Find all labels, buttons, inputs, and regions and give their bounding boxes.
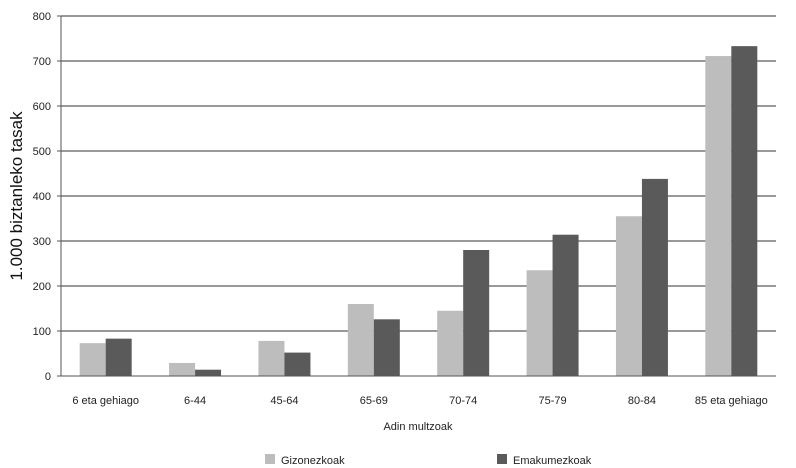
x-category-label: 6-44 [184,395,206,407]
x-category-label: 45-64 [270,395,298,407]
y-axis-ticks: 0 100 200 300 400 500 600 700 800 [33,11,61,383]
legend-label: Gizonezkoak [281,455,345,467]
y-tick-label: 500 [33,146,51,158]
bar-gizonezkoak [258,340,285,376]
bar-emakumezkoak [641,178,668,376]
bar-emakumezkoak [463,250,490,376]
bar-emakumezkoak [195,369,222,376]
axes [60,16,776,377]
bar-emakumezkoak [105,338,132,376]
y-tick-label: 600 [33,101,51,113]
y-tick-label: 800 [33,11,51,23]
bar-gizonezkoak [169,362,196,376]
bar-gizonezkoak [79,343,106,376]
y-tick-label: 700 [33,56,51,68]
x-category-label: 75-79 [538,395,566,407]
x-axis-title: Adin multzoak [383,421,453,433]
bar-emakumezkoak [552,234,579,376]
bars [79,46,758,377]
y-tick-label: 400 [33,191,51,203]
y-tick-label: 300 [33,236,51,248]
bar-emakumezkoak [373,319,400,376]
y-axis-title: 1.000 biztanleko tasak [7,111,26,281]
bar-emakumezkoak [284,352,311,376]
legend-label: Emakumezkoak [513,455,592,467]
y-tick-label: 100 [33,326,51,338]
bar-emakumezkoak [731,46,758,377]
legend-swatch [265,454,275,464]
gridlines [61,15,776,332]
y-tick-label: 200 [33,281,51,293]
bar-gizonezkoak [705,56,732,377]
bar-gizonezkoak [347,304,374,376]
x-category-label: 65-69 [360,395,388,407]
bar-gizonezkoak [437,310,464,376]
x-category-label: 85 eta gehiago [695,395,768,407]
x-category-label: 80-84 [628,395,656,407]
x-category-label: 6 eta gehiago [72,395,139,407]
y-tick-label: 0 [45,371,51,383]
legend: Gizonezkoak Emakumezkoak [265,454,592,467]
x-category-label: 70-74 [449,395,477,407]
legend-swatch [497,454,507,464]
bar-gizonezkoak [615,216,642,376]
x-axis-categories: 6 eta gehiago 6-44 45-64 65-69 70-74 75-79 80-… [72,395,767,407]
bar-gizonezkoak [526,270,553,376]
